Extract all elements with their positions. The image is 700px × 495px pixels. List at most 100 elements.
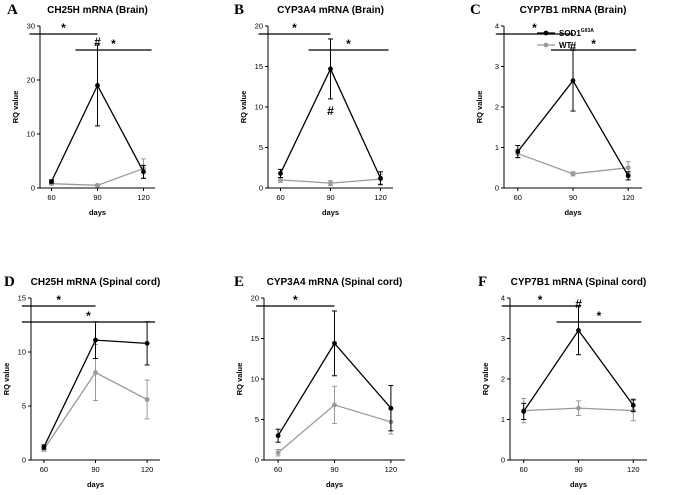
x-axis-label: days: [326, 480, 343, 489]
y-axis-label: RQ value: [475, 91, 484, 124]
y-tick-label: 20: [251, 294, 259, 303]
data-point-wt: [570, 171, 576, 177]
x-tick-label: 60: [276, 193, 284, 202]
panel-e: E CYP3A4 mRNA (Spinal cord) 0 5 10 15 20 60 90 12…: [234, 274, 405, 489]
chart-title: CYP7B1 mRNA (Brain): [520, 5, 627, 16]
y-tick-label: 5: [255, 415, 259, 424]
data-point-sod1-g93a: [41, 444, 47, 450]
data-point-sod1-g93a: [388, 405, 394, 411]
x-tick-label: 120: [622, 193, 635, 202]
legend-sod1-marker: [543, 30, 549, 36]
data-point-wt: [95, 182, 100, 188]
chart-title: CYP7B1 mRNA (Spinal cord): [511, 277, 647, 288]
data-point-sod1-g93a: [93, 337, 98, 343]
x-axis-label: days: [87, 480, 104, 489]
y-tick-label: 0: [259, 184, 263, 193]
data-point-sod1-g93a: [144, 340, 150, 346]
data-point-sod1-g93a: [576, 328, 581, 333]
panel-a: A CH25H mRNA (Brain) 0 10 20 30 60 90 120 days RQ …: [7, 2, 155, 217]
y-tick-label: 4: [495, 22, 499, 31]
x-tick-label: 90: [91, 465, 99, 474]
chart-title: CH25H mRNA (Spinal cord): [31, 277, 161, 288]
legend-wt-label: WT: [559, 41, 572, 50]
panel-letter: A: [7, 2, 18, 18]
data-point-wt: [275, 450, 281, 456]
y-tick-label: 10: [27, 130, 35, 139]
legend-wt-marker: [543, 42, 549, 48]
data-point-wt: [144, 397, 150, 402]
data-point-wt: [93, 370, 98, 375]
significance-star: *: [56, 293, 61, 307]
y-tick-label: 10: [251, 375, 259, 384]
y-tick-label: 0: [495, 184, 499, 193]
x-axis-label: days: [564, 208, 581, 217]
y-tick-label: 1: [495, 143, 499, 152]
significance-star: *: [346, 37, 351, 51]
y-axis-label: RQ value: [11, 91, 20, 124]
y-axis-label: RQ value: [239, 91, 248, 124]
y-tick-label: 2: [495, 103, 499, 112]
significance-star: *: [61, 21, 66, 35]
x-tick-label: 60: [274, 465, 282, 474]
x-axis-label: days: [89, 208, 106, 217]
y-axis-label: RQ value: [481, 363, 490, 396]
y-tick-label: 5: [259, 143, 263, 152]
x-tick-label: 120: [141, 465, 154, 474]
x-tick-label: 90: [330, 465, 338, 474]
x-tick-label: 120: [627, 465, 640, 474]
y-tick-label: 3: [495, 62, 499, 71]
hash-annotation: #: [575, 297, 582, 311]
data-point-sod1-g93a: [328, 66, 333, 72]
y-tick-label: 15: [18, 294, 26, 303]
x-tick-label: 60: [514, 193, 522, 202]
y-tick-label: 0: [255, 456, 259, 465]
y-tick-label: 0: [22, 456, 26, 465]
y-tick-label: 1: [501, 415, 505, 424]
y-tick-label: 20: [255, 22, 263, 31]
data-point-sod1-g93a: [630, 402, 636, 408]
x-tick-label: 60: [520, 465, 528, 474]
panel-letter: B: [234, 2, 244, 18]
panel-b: B CYP3A4 mRNA (Brain) 0 5 10 15 20 60 90 120 days R…: [234, 2, 393, 217]
significance-star: *: [597, 309, 602, 323]
legend: SOD1G93A WT: [537, 28, 594, 50]
y-tick-label: 10: [255, 103, 263, 112]
data-point-sod1-g93a: [332, 340, 337, 346]
data-point-wt: [576, 405, 581, 411]
data-point-sod1-g93a: [49, 179, 54, 184]
y-tick-label: 10: [18, 348, 26, 357]
series-line-wt: [517, 152, 629, 175]
data-point-sod1-g93a: [275, 433, 281, 439]
data-point-sod1-g93a: [515, 149, 521, 154]
y-tick-label: 15: [255, 62, 263, 71]
series-line-wt: [51, 167, 144, 186]
hash-annotation: #: [327, 104, 334, 118]
y-tick-label: 15: [251, 334, 259, 343]
x-tick-label: 90: [569, 193, 577, 202]
x-tick-label: 120: [385, 465, 398, 474]
data-point-wt: [332, 402, 337, 408]
data-point-sod1-g93a: [521, 409, 527, 414]
x-axis-label: days: [570, 480, 587, 489]
x-tick-label: 120: [374, 193, 387, 202]
y-tick-label: 5: [22, 402, 26, 411]
panel-d: D CH25H mRNA (Spinal cord) 0 5 10 15 60 90 120 da…: [2, 274, 160, 489]
y-tick-label: 20: [27, 76, 35, 85]
data-point-wt: [625, 165, 631, 171]
data-point-sod1-g93a: [625, 173, 631, 179]
significance-star: *: [538, 293, 543, 307]
y-tick-label: 3: [501, 334, 505, 343]
x-tick-label: 120: [137, 193, 150, 202]
hash-annotation: #: [570, 39, 577, 53]
panel-letter: D: [4, 274, 15, 290]
hash-annotation: #: [94, 35, 101, 49]
y-tick-label: 2: [501, 375, 505, 384]
panel-letter: F: [478, 274, 487, 290]
significance-star: *: [293, 293, 298, 307]
panel-letter: C: [470, 2, 481, 18]
data-point-wt: [278, 177, 283, 183]
data-point-sod1-g93a: [95, 83, 100, 88]
significance-star: *: [591, 37, 596, 51]
